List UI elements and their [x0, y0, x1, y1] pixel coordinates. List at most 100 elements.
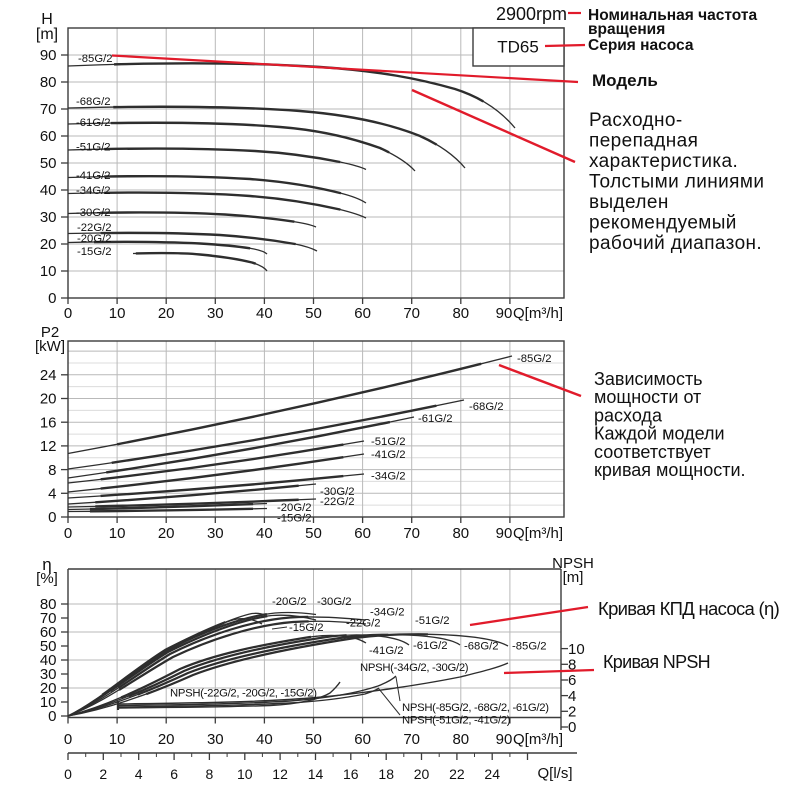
svg-text:80: 80 [452, 731, 469, 748]
svg-text:20: 20 [158, 731, 175, 748]
svg-text:14: 14 [308, 766, 324, 782]
svg-text:50: 50 [305, 305, 322, 322]
svg-text:-30G/2: -30G/2 [317, 596, 352, 608]
svg-text:кривая мощности.: кривая мощности. [594, 460, 746, 480]
svg-text:8: 8 [48, 462, 56, 479]
svg-text:-41G/2: -41G/2 [76, 170, 111, 182]
svg-text:-20G/2: -20G/2 [277, 502, 312, 514]
svg-text:70: 70 [403, 305, 420, 322]
svg-text:50: 50 [40, 155, 57, 172]
svg-text:Расходно-: Расходно- [589, 110, 683, 131]
svg-text:90: 90 [496, 305, 513, 322]
svg-text:-61G/2: -61G/2 [76, 117, 111, 129]
svg-text:-41G/2: -41G/2 [369, 645, 404, 657]
svg-text:60: 60 [40, 624, 57, 641]
svg-text:4: 4 [135, 766, 143, 782]
svg-text:-22G/2: -22G/2 [346, 618, 381, 630]
svg-text:8: 8 [568, 657, 576, 674]
svg-text:Толстыми линиями: Толстыми линиями [589, 172, 764, 193]
svg-text:P2: P2 [41, 324, 59, 341]
svg-text:Q[m³/h]: Q[m³/h] [513, 305, 563, 322]
svg-text:-30G/2: -30G/2 [320, 486, 355, 498]
svg-text:Серия насоса: Серия насоса [588, 37, 694, 54]
svg-text:6: 6 [568, 672, 576, 689]
svg-text:Q[m³/h]: Q[m³/h] [513, 731, 563, 748]
svg-text:[%]: [%] [36, 570, 58, 587]
svg-text:40: 40 [256, 525, 273, 542]
svg-text:90: 90 [496, 731, 513, 748]
svg-text:рабочий диапазон.: рабочий диапазон. [589, 233, 762, 254]
svg-text:-51G/2: -51G/2 [371, 436, 406, 448]
svg-text:20: 20 [40, 680, 57, 697]
svg-text:60: 60 [354, 731, 371, 748]
svg-text:30: 30 [207, 525, 224, 542]
svg-text:Номинальная частота: Номинальная частота [588, 7, 757, 24]
svg-text:-61G/2: -61G/2 [418, 413, 453, 425]
svg-text:90: 90 [496, 525, 513, 542]
svg-text:[m]: [m] [36, 26, 58, 43]
svg-text:2: 2 [99, 766, 107, 782]
svg-text:16: 16 [40, 414, 57, 431]
svg-text:20: 20 [158, 305, 175, 322]
svg-text:соответствует: соответствует [594, 442, 711, 462]
svg-text:30: 30 [207, 731, 224, 748]
svg-text:4: 4 [48, 486, 56, 503]
svg-text:0: 0 [48, 290, 56, 307]
svg-text:-85G/2: -85G/2 [517, 353, 552, 365]
svg-text:10: 10 [109, 731, 126, 748]
svg-text:-15G/2: -15G/2 [277, 513, 312, 525]
svg-text:Q[m³/h]: Q[m³/h] [513, 525, 563, 542]
svg-text:70: 70 [40, 101, 57, 118]
svg-text:10: 10 [237, 766, 253, 782]
svg-text:12: 12 [40, 438, 57, 455]
svg-text:16: 16 [343, 766, 359, 782]
svg-text:-68G/2: -68G/2 [469, 401, 504, 413]
svg-text:40: 40 [40, 182, 57, 199]
svg-text:рекомендуемый: рекомендуемый [589, 213, 737, 234]
svg-text:Кривая КПД насоса (η): Кривая КПД насоса (η) [598, 598, 780, 619]
svg-text:80: 80 [40, 596, 57, 613]
svg-text:12: 12 [272, 766, 288, 782]
svg-text:60: 60 [354, 525, 371, 542]
svg-text:22: 22 [449, 766, 465, 782]
svg-text:Каждой модели: Каждой модели [594, 424, 725, 444]
svg-text:50: 50 [305, 731, 322, 748]
svg-text:40: 40 [256, 731, 273, 748]
svg-text:-20G/2: -20G/2 [77, 233, 112, 245]
svg-text:расхода: расхода [594, 405, 663, 425]
svg-text:80: 80 [452, 525, 469, 542]
svg-text:NPSH(-51G/2, -41G/2): NPSH(-51G/2, -41G/2) [402, 715, 511, 727]
svg-text:40: 40 [256, 305, 273, 322]
svg-text:-34G/2: -34G/2 [76, 185, 111, 197]
svg-text:NPSH(-85G/2, -68G/2, -61G/2): NPSH(-85G/2, -68G/2, -61G/2) [402, 702, 549, 714]
svg-text:[kW]: [kW] [35, 338, 65, 355]
svg-text:2: 2 [568, 704, 576, 721]
svg-text:0: 0 [48, 509, 56, 526]
svg-text:10: 10 [109, 305, 126, 322]
svg-text:20: 20 [40, 236, 57, 253]
svg-text:вращения: вращения [588, 21, 665, 38]
svg-text:характеристика.: характеристика. [589, 151, 738, 172]
svg-text:0: 0 [64, 305, 72, 322]
svg-text:η: η [42, 555, 51, 574]
svg-text:20: 20 [158, 525, 175, 542]
svg-text:10: 10 [40, 263, 57, 280]
svg-text:-85G/2: -85G/2 [512, 641, 547, 653]
svg-text:NPSH(-22G/2, -20G/2, -15G/2): NPSH(-22G/2, -20G/2, -15G/2) [170, 688, 317, 700]
svg-text:0: 0 [64, 766, 72, 782]
svg-text:-30G/2: -30G/2 [76, 207, 111, 219]
svg-text:0: 0 [64, 525, 72, 542]
svg-text:0: 0 [64, 731, 72, 748]
svg-text:NPSH(-34G/2, -30G/2): NPSH(-34G/2, -30G/2) [360, 662, 469, 674]
svg-text:0: 0 [568, 719, 576, 736]
svg-text:2900rpm: 2900rpm [496, 4, 567, 24]
svg-text:-22G/2: -22G/2 [77, 222, 112, 234]
svg-text:60: 60 [354, 305, 371, 322]
svg-text:24: 24 [484, 766, 500, 782]
svg-text:-22G/2: -22G/2 [320, 496, 355, 508]
svg-text:Кривая NPSH: Кривая NPSH [603, 652, 710, 672]
svg-text:Модель: Модель [592, 71, 658, 90]
svg-text:-68G/2: -68G/2 [464, 641, 499, 653]
svg-text:10: 10 [40, 694, 57, 711]
svg-text:-51G/2: -51G/2 [76, 142, 111, 154]
